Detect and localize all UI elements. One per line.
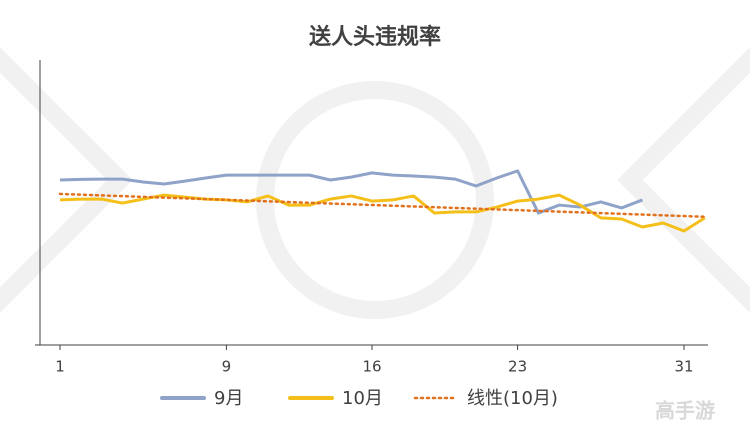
x-tick-label: 9 [222,358,232,376]
chart-title: 送人头违规率 [309,24,441,50]
legend-label: 9月 [214,388,243,409]
legend-label: 10月 [342,388,383,409]
x-tick-label: 1 [55,358,65,376]
trend-line [58,192,707,219]
x-tick-label: 16 [362,358,381,376]
x-tick-label: 31 [674,358,693,376]
series-line [59,193,706,233]
x-tick-label: 23 [508,358,527,376]
watermark: 高手游 [655,399,715,423]
series-line [59,169,643,215]
legend-label: 线性(10月) [467,388,558,409]
